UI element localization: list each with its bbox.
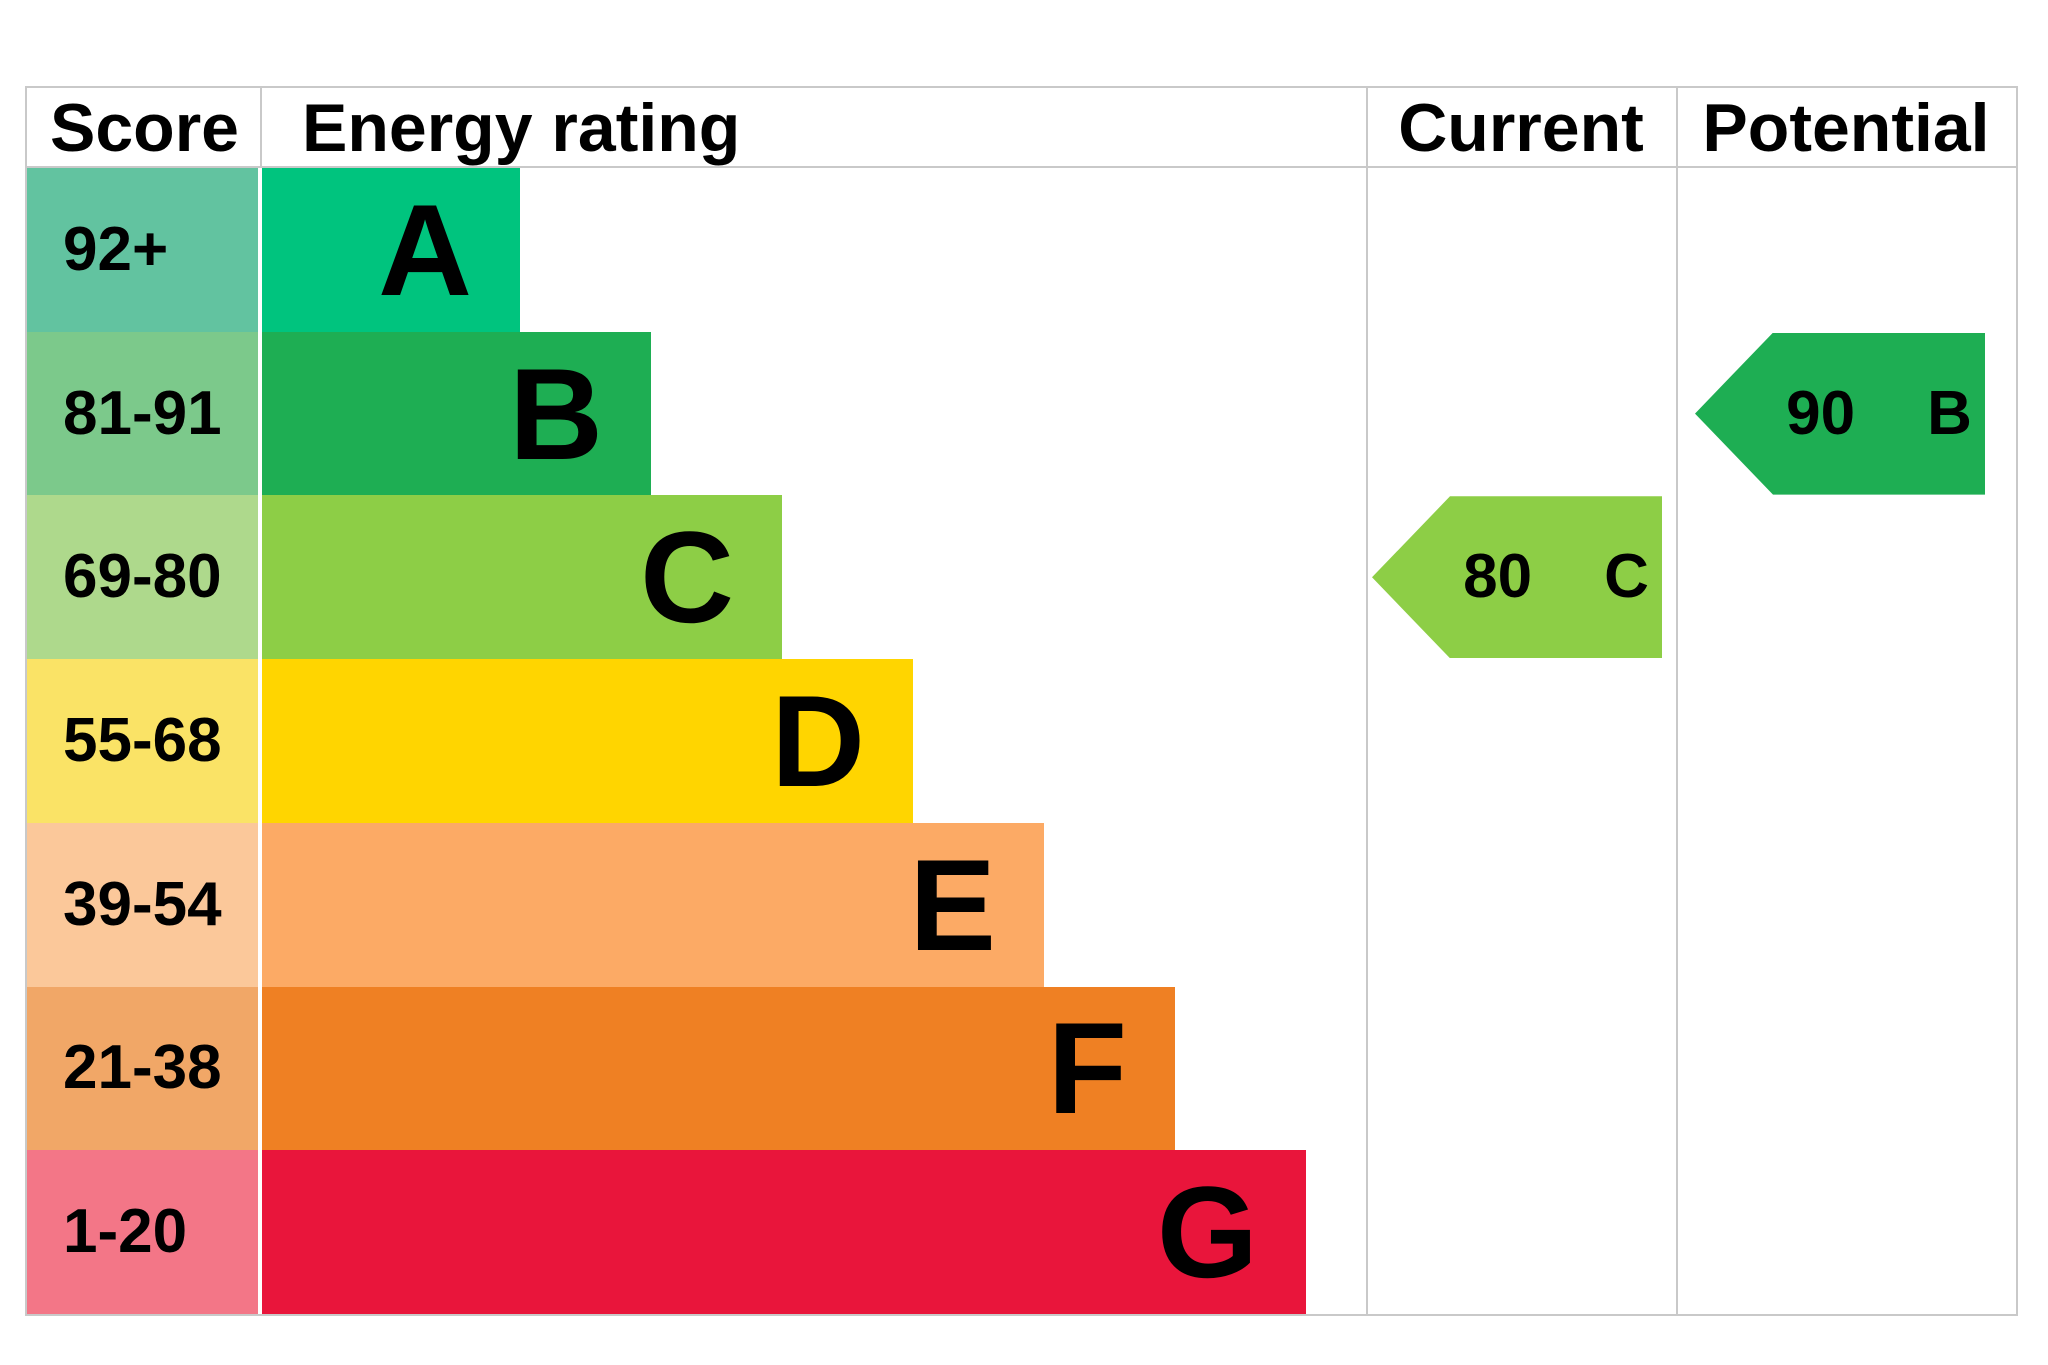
score-cell-a: 92+ — [27, 168, 258, 332]
header-current-label: Current — [1398, 90, 1644, 166]
band-row-a: 92+ A — [27, 168, 2016, 332]
divider-potential-column — [1676, 88, 1678, 1314]
rating-letter: G — [1156, 1159, 1258, 1306]
score-range-label: 55-68 — [63, 706, 222, 776]
score-cell-d: 55-68 — [27, 659, 258, 823]
rating-bar-b: B — [262, 331, 651, 496]
score-bar-gap — [258, 822, 262, 987]
score-range-label: 69-80 — [63, 542, 222, 612]
band-row-d: 55-68 D — [27, 659, 2016, 823]
score-cell-g: 1-20 — [27, 1150, 258, 1315]
rating-letter: E — [909, 831, 996, 978]
score-bar-gap — [258, 495, 262, 660]
score-bar-gap — [258, 331, 262, 496]
score-bar-gap — [258, 168, 262, 332]
rating-bar-e: E — [262, 822, 1044, 987]
rating-letter: A — [378, 176, 472, 323]
score-range-label: 39-54 — [63, 869, 222, 939]
score-cell-e: 39-54 — [27, 822, 258, 987]
rating-letter: B — [509, 340, 603, 487]
band-row-e: 39-54 E — [27, 822, 2016, 987]
score-range-label: 1-20 — [63, 1197, 188, 1267]
header-current: Current — [1366, 88, 1676, 168]
rating-letter: C — [640, 504, 734, 651]
header-energy-rating: Energy rating — [262, 88, 1366, 168]
current-rating-value: 80 — [1463, 542, 1533, 612]
rating-letter: F — [1047, 995, 1127, 1142]
band-row-b: 81-91 B — [27, 331, 2016, 496]
header-energy-rating-label: Energy rating — [302, 90, 741, 166]
header-potential-label: Potential — [1702, 90, 1990, 166]
header-potential: Potential — [1676, 88, 2016, 168]
header-score: Score — [27, 88, 262, 168]
rating-bar-g: G — [262, 1150, 1306, 1315]
score-range-label: 81-91 — [63, 378, 222, 448]
divider-score-column — [260, 88, 262, 168]
score-cell-f: 21-38 — [27, 986, 258, 1151]
band-row-g: 1-20 G — [27, 1150, 2016, 1315]
potential-rating-band-letter: B — [1927, 378, 1972, 448]
divider-current-column — [1366, 88, 1368, 1314]
current-rating-band-letter: C — [1604, 542, 1649, 612]
rating-bar-d: D — [262, 659, 913, 823]
band-row-c: 69-80 C — [27, 495, 2016, 660]
epc-chart: Score Energy rating Current Potential 92… — [25, 86, 2018, 1316]
potential-rating-value: 90 — [1786, 378, 1856, 448]
band-rows: 92+ A 81-91 B 69-80 C 55-68 D 39-54 E 21-38 F 1-20 G — [27, 168, 2016, 1315]
score-bar-gap — [258, 1150, 262, 1315]
rating-bar-a: A — [262, 168, 520, 332]
band-row-f: 21-38 F — [27, 986, 2016, 1151]
score-bar-gap — [258, 986, 262, 1151]
header-score-label: Score — [50, 90, 239, 166]
score-cell-c: 69-80 — [27, 495, 258, 660]
divider-header-row — [27, 166, 2016, 168]
score-bar-gap — [258, 659, 262, 823]
score-cell-b: 81-91 — [27, 331, 258, 496]
rating-bar-c: C — [262, 495, 782, 660]
score-range-label: 21-38 — [63, 1033, 222, 1103]
score-range-label: 92+ — [63, 214, 169, 284]
rating-bar-f: F — [262, 986, 1175, 1151]
rating-letter: D — [771, 668, 865, 815]
